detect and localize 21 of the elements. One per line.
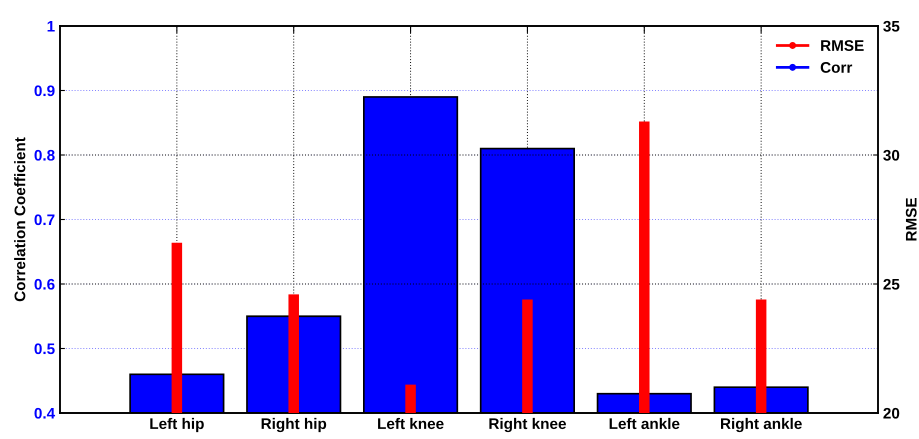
y2-tick-label: 20	[883, 408, 900, 419]
x-tick-label: Right hip	[262, 418, 326, 432]
x-tick-label: Right ankle	[720, 418, 802, 432]
x-tick-label: Right knee	[489, 418, 566, 432]
y2-tick-label: 30	[883, 150, 900, 161]
y2-tick-label: 25	[883, 278, 900, 290]
y2-axis-title: RMSE	[906, 198, 917, 241]
legend-label: RMSE	[821, 40, 864, 51]
y-tick-label: 0.8	[34, 150, 55, 161]
x-tick-label: Left knee	[378, 418, 444, 430]
y-axis-title: Correlation Coefficient	[14, 137, 26, 302]
x-tick-label: Left hip	[150, 418, 204, 432]
y-tick-label: 0.9	[34, 85, 55, 96]
y-tick-label: 0.6	[34, 278, 55, 290]
y-tick-label: 0.4	[34, 408, 56, 419]
legend-label: Corr	[820, 62, 852, 73]
y-tick-label: 1	[48, 21, 55, 32]
x-tick-label: Left ankle	[610, 418, 680, 430]
y-tick-label: 0.7	[34, 214, 54, 226]
y-tick-label: 0.5	[34, 343, 55, 354]
y2-tick-label: 35	[883, 20, 900, 32]
